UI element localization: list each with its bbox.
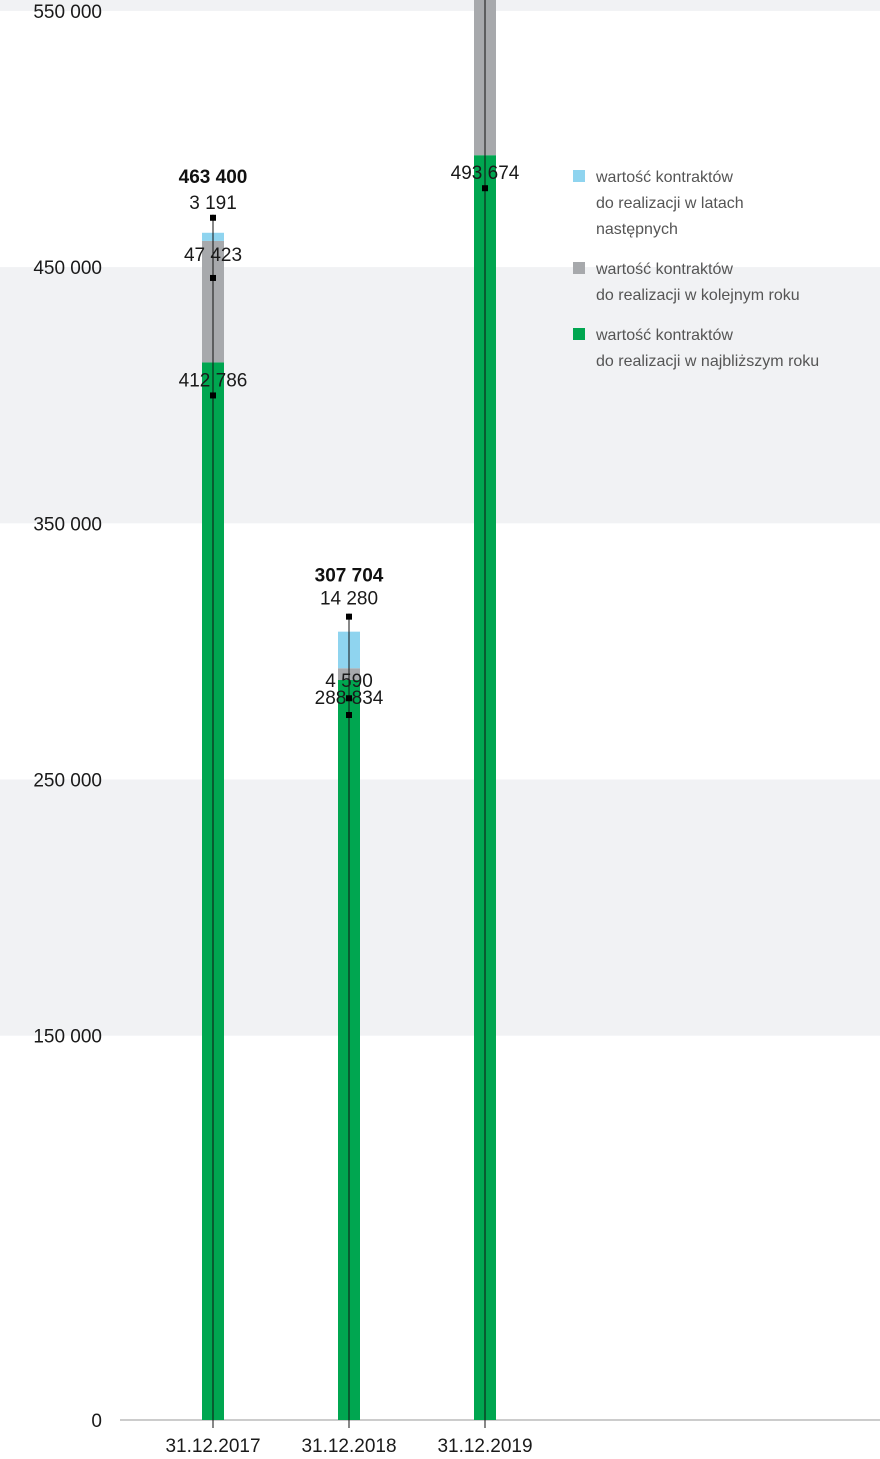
segment-marker — [210, 214, 216, 221]
grid-band — [0, 267, 880, 524]
grid-band — [0, 0, 880, 11]
legend-label: do realizacji w najbliższym roku — [596, 353, 819, 370]
legend-label: wartość kontraktów — [595, 327, 733, 344]
legend-label: wartość kontraktów — [595, 169, 733, 186]
segment-value-label: 14 280 — [320, 589, 378, 610]
legend-swatch — [573, 328, 585, 340]
segment-marker — [210, 392, 216, 399]
total-value-label: 307 704 — [315, 566, 384, 587]
legend-swatch — [573, 262, 585, 274]
legend-label: następnych — [596, 221, 678, 238]
x-tick-label: 31.12.2018 — [301, 1436, 396, 1457]
segment-value-label: 47 423 — [184, 245, 242, 266]
segment-marker — [346, 695, 352, 702]
legend-label: wartość kontraktów — [595, 261, 733, 278]
y-tick-label: 150 000 — [33, 1027, 102, 1048]
y-tick-label: 350 000 — [33, 514, 102, 535]
total-value-label: 463 400 — [179, 167, 248, 188]
x-tick-label: 31.12.2019 — [437, 1436, 532, 1457]
segment-marker — [346, 613, 352, 620]
legend-label: do realizacji w latach — [596, 195, 744, 212]
y-tick-label: 550 000 — [33, 2, 102, 23]
y-tick-label: 450 000 — [33, 258, 102, 279]
y-tick-label: 0 — [91, 1411, 102, 1432]
y-tick-label: 250 000 — [33, 771, 102, 792]
segment-value-label: 3 191 — [189, 193, 237, 214]
legend-swatch — [573, 170, 585, 182]
segment-marker — [482, 185, 488, 192]
x-tick-label: 31.12.2017 — [165, 1436, 260, 1457]
segment-marker — [210, 274, 216, 281]
segment-value-label: 4 590 — [325, 671, 373, 692]
segment-value-label: 493 674 — [451, 163, 520, 184]
segment-marker — [346, 712, 352, 719]
segment-value-label: 412 786 — [179, 370, 248, 391]
grid-band — [0, 779, 880, 1036]
legend-label: do realizacji w kolejnym roku — [596, 287, 800, 304]
